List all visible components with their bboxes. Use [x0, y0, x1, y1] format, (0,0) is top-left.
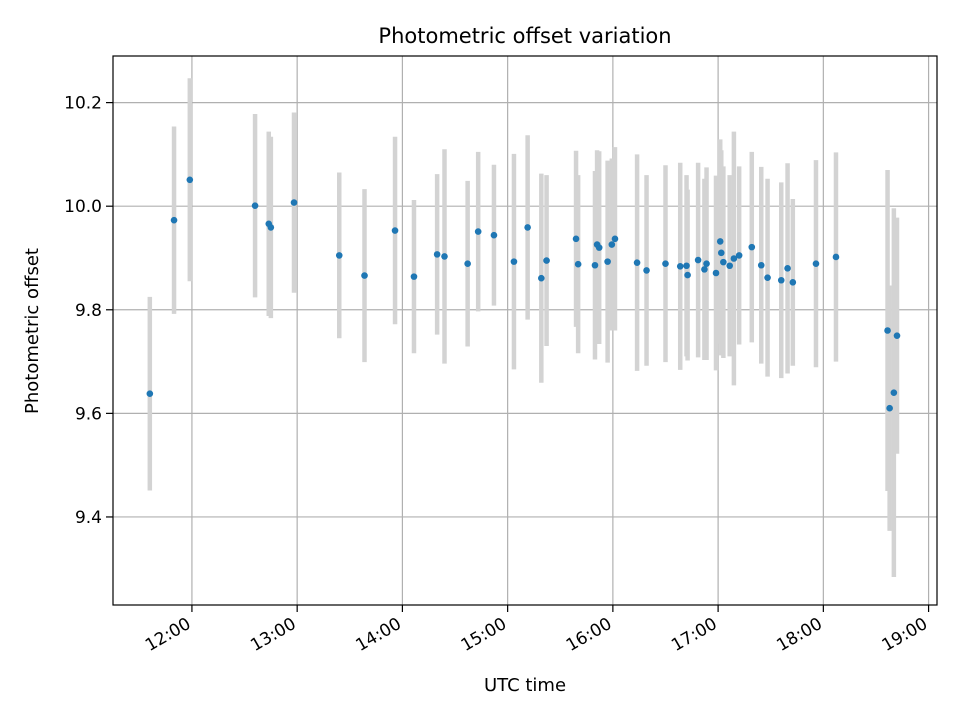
data-point	[676, 262, 684, 270]
data-point	[703, 260, 710, 267]
data-point	[524, 224, 531, 231]
plot-area-frame	[112, 55, 938, 606]
y-tick-label: 9.8	[75, 301, 102, 321]
data-point	[572, 235, 580, 243]
data-point	[538, 274, 545, 282]
data-point	[748, 243, 756, 251]
chart-title: Photometric offset variation	[378, 24, 671, 48]
data-point	[186, 176, 194, 184]
data-point	[474, 228, 482, 235]
data-points	[146, 176, 901, 412]
y-tick-label: 10.2	[64, 94, 102, 114]
data-point	[611, 235, 619, 243]
data-point	[170, 216, 178, 224]
data-point	[643, 267, 650, 274]
data-point	[890, 389, 898, 396]
data-point	[604, 258, 611, 265]
data-point	[290, 199, 298, 206]
data-point	[701, 266, 708, 273]
data-point	[335, 252, 343, 259]
data-point	[777, 276, 785, 284]
data-point	[764, 274, 771, 281]
data-point	[716, 238, 724, 245]
data-point	[361, 272, 368, 279]
data-point	[757, 261, 765, 269]
data-point	[464, 260, 471, 267]
data-point	[410, 273, 418, 280]
data-point	[812, 260, 820, 267]
x-axis-title: UTC time	[484, 675, 566, 696]
data-point	[510, 258, 518, 265]
data-point	[832, 253, 840, 261]
data-point	[391, 227, 399, 234]
data-point	[720, 258, 727, 266]
data-point	[574, 260, 582, 268]
data-point	[267, 224, 275, 231]
data-point	[543, 257, 550, 264]
data-point	[662, 260, 669, 267]
data-point	[886, 404, 893, 412]
data-point	[433, 251, 441, 258]
data-point	[726, 262, 733, 270]
data-point	[683, 262, 690, 270]
data-point	[633, 259, 641, 266]
data-point	[730, 255, 738, 262]
data-point	[784, 265, 791, 272]
y-tick-label: 9.4	[75, 508, 102, 528]
data-point	[735, 252, 743, 259]
data-point	[712, 269, 720, 277]
data-point	[694, 256, 702, 264]
data-point	[884, 327, 891, 334]
y-axis-title: Photometric offset	[22, 248, 43, 414]
y-tick-label: 9.6	[75, 404, 102, 424]
data-point	[789, 279, 797, 286]
grid	[113, 56, 937, 605]
data-point	[490, 231, 498, 239]
data-point	[893, 332, 901, 339]
data-point	[595, 244, 603, 251]
data-point	[591, 261, 599, 269]
data-point	[608, 241, 616, 248]
data-point	[717, 249, 725, 257]
data-point	[146, 390, 154, 397]
data-point	[684, 271, 691, 279]
data-point	[441, 253, 448, 260]
y-tick-label: 10.0	[64, 197, 102, 217]
data-point	[251, 202, 259, 209]
